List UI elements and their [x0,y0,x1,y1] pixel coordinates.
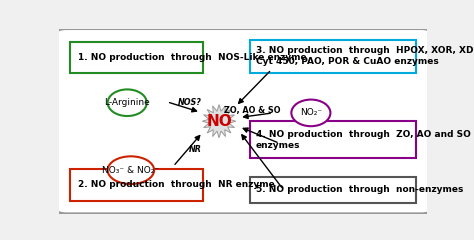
Text: 5. NO production  through  non-enzymes: 5. NO production through non-enzymes [256,185,463,194]
Text: NO₃⁻ & NO₂⁻: NO₃⁻ & NO₂⁻ [102,166,159,175]
FancyBboxPatch shape [70,169,202,201]
Ellipse shape [108,156,154,184]
Ellipse shape [108,90,147,116]
Text: 1. NO production  through  NOS-Like enzyme: 1. NO production through NOS-Like enzyme [78,53,306,62]
FancyBboxPatch shape [70,42,202,73]
FancyBboxPatch shape [250,40,416,73]
Text: 2. NO production  through  NR enzyme: 2. NO production through NR enzyme [78,180,274,189]
Polygon shape [202,105,236,138]
Text: ZO, AO & SO: ZO, AO & SO [224,106,280,115]
Text: NOS?: NOS? [178,98,201,107]
Text: L-Arginine: L-Arginine [104,98,150,107]
Text: 4. NO production  through  ZO, AO and SO
enzymes: 4. NO production through ZO, AO and SO e… [256,130,471,150]
Text: 3. NO production  through  HPOX, XOR, XDG,
Cyt 450, PAO, POR & CuAO enzymes: 3. NO production through HPOX, XOR, XDG,… [256,46,474,66]
Text: NO₂⁻: NO₂⁻ [300,108,322,117]
FancyBboxPatch shape [250,177,416,203]
Text: NO: NO [206,114,232,129]
FancyBboxPatch shape [55,29,432,214]
FancyBboxPatch shape [250,121,416,158]
Text: NR: NR [189,145,201,154]
Ellipse shape [292,100,330,126]
